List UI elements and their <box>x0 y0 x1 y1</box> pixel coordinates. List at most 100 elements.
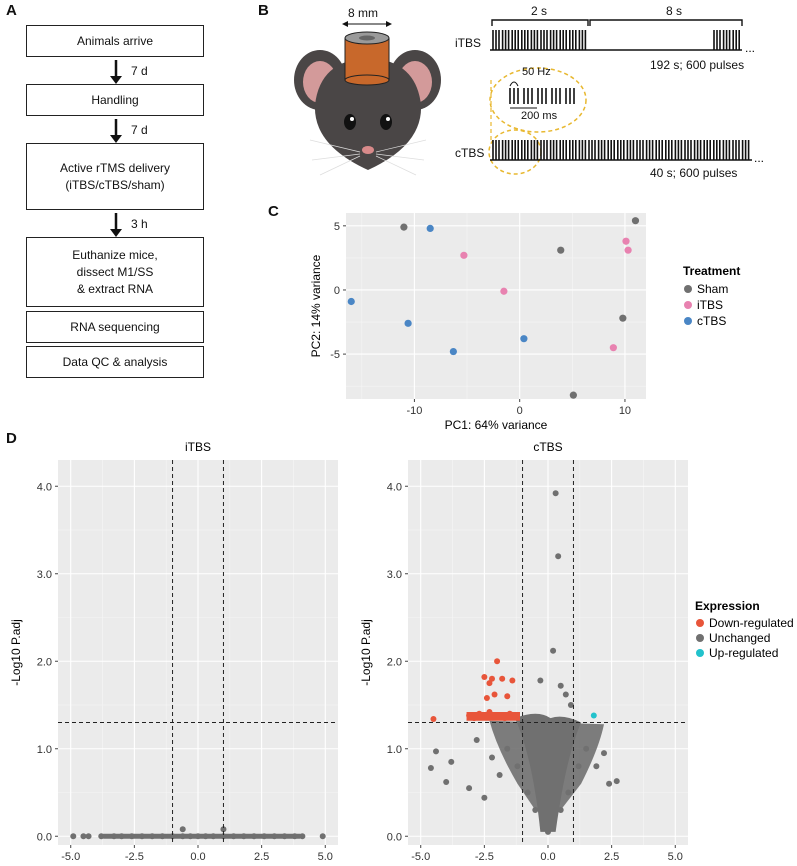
panel-label-a: A <box>6 2 17 19</box>
pca-point-itbs <box>624 246 632 254</box>
volcano-legend-label: Up-regulated <box>709 646 778 660</box>
ctbs-point-unchanged <box>496 772 503 778</box>
itbs-xtick-label: 2.5 <box>254 851 269 863</box>
ctbs-point-unchanged <box>601 750 607 757</box>
pca-point-sham <box>400 223 408 231</box>
itbs-point-unchanged <box>179 826 186 833</box>
ctbs-point-unchanged <box>567 702 574 708</box>
pca-point-sham <box>619 314 627 322</box>
inset-frequency: 50 Hz <box>522 66 551 78</box>
panel-label-c: C <box>268 203 279 220</box>
ctbs-point-down-regulated <box>430 716 437 722</box>
pca-xlabel: PC1: 64% variance <box>445 418 548 432</box>
itbs-ytick-label: 2.0 <box>37 656 52 668</box>
itbs-point-unchanged <box>70 833 77 840</box>
ctbs-points-band <box>489 720 604 810</box>
ctbs-point-down-regulated <box>481 674 488 680</box>
itbs-xlabel: Log2FC <box>177 864 220 866</box>
step-euthanize: Euthanize mice, dissect M1/SS & extract … <box>26 237 204 307</box>
ctbs-point-down-regulated <box>504 693 511 700</box>
pca-point-ctbs <box>404 319 412 327</box>
ctbs-title: cTBS <box>533 440 562 454</box>
pca-point-itbs <box>500 287 508 295</box>
itbs-xtick-label: 5.0 <box>318 851 333 863</box>
ctbs-point-unchanged <box>433 748 439 755</box>
ctbs-point-unchanged <box>448 758 455 765</box>
volcano-legend-swatch <box>696 649 704 657</box>
pca-legend-swatch <box>684 317 692 325</box>
panel-label-d: D <box>6 430 17 447</box>
ctbs-point-unchanged <box>473 737 480 743</box>
arrow-2-head <box>110 135 122 143</box>
volcano-legend-swatch <box>696 634 704 642</box>
ctbs-down-cluster <box>466 712 520 721</box>
volcano-plots: -5.0 -2.5 0.0 2.5 5.0 0.0 1.0 2.0 3.0 4.0 iTBS Log2… <box>9 440 794 866</box>
pca-point-itbs <box>460 251 468 259</box>
itbs-point-unchanged <box>80 833 87 840</box>
ctbs-point-unchanged <box>443 779 450 785</box>
pca-ytick-label: -5 <box>330 349 340 361</box>
ctbs-xtick-label: -5.0 <box>411 851 430 863</box>
itbs-label: iTBS <box>455 36 482 50</box>
interval-2: 7 d <box>131 123 148 137</box>
itbs-title: iTBS <box>185 440 211 454</box>
pca-ylabel: PC2: 14% variance <box>309 254 323 357</box>
itbs-ytick-label: 0.0 <box>37 831 52 843</box>
itbs-xtick-label: -2.5 <box>125 851 144 863</box>
itbs-ytick-label: 3.0 <box>37 569 52 581</box>
pca-point-itbs <box>609 344 617 352</box>
volcano-legend-swatch <box>696 619 704 627</box>
ctbs-point-unchanged <box>427 765 434 771</box>
itbs-point-unchanged <box>85 833 92 840</box>
itbs-point-unchanged <box>319 833 326 840</box>
volcano-legend-label: Down-regulated <box>709 616 794 630</box>
ctbs-xtick-label: 5.0 <box>668 851 683 863</box>
ctbs-ytick-label: 1.0 <box>387 744 402 756</box>
pca-point-ctbs <box>426 224 434 232</box>
volcano-legend-label: Unchanged <box>709 631 770 645</box>
interval-3: 3 h <box>131 217 148 231</box>
ctbs-point-unchanged <box>552 490 559 497</box>
ctbs-point-down-regulated <box>486 680 493 687</box>
arrow-1-head <box>110 76 122 84</box>
itbs-ylabel: -Log10 P.adj <box>9 619 23 686</box>
ctbs-ylabel: -Log10 P.adj <box>359 619 373 686</box>
itbs-ytick-label: 4.0 <box>37 481 52 493</box>
pca-point-sham <box>631 217 640 225</box>
panel-b-illustration: ... ... <box>294 19 764 176</box>
step-rna-sequencing: RNA sequencing <box>26 311 204 343</box>
pca-point-ctbs <box>347 297 355 306</box>
itbs-ytick-label: 1.0 <box>37 744 52 756</box>
pca-legend-swatch <box>684 285 692 293</box>
ctbs-point-down-regulated <box>491 691 498 698</box>
ctbs-point-down-regulated <box>494 658 501 665</box>
step-animals-arrive: Animals arrive <box>26 25 204 57</box>
ctbs-point-unchanged <box>537 677 544 684</box>
ctbs-xtick-label: 2.5 <box>604 851 619 863</box>
ctbs-summary: 40 s; 600 pulses <box>650 166 738 180</box>
ctbs-point-unchanged <box>557 682 564 689</box>
itbs-xtick-label: 0.0 <box>190 851 205 863</box>
coil-size-label: 8 mm <box>348 6 378 20</box>
ctbs-ytick-label: 3.0 <box>387 569 402 581</box>
ctbs-point-unchanged <box>466 785 473 792</box>
itbs-gap-bracket <box>589 19 743 26</box>
ctbs-point-unchanged <box>606 780 613 787</box>
pca-xtick-label: -10 <box>406 405 422 417</box>
inset-freq-brace <box>509 81 519 87</box>
ctbs-point-unchanged <box>613 778 620 785</box>
pca-xtick-label: 0 <box>517 405 523 417</box>
itbs-gap-duration: 8 s <box>666 4 683 18</box>
ctbs-point-unchanged <box>489 754 495 761</box>
inset-period: 200 ms <box>521 110 558 122</box>
pca-plot: -10 0 10 -5 0 5 PC1: 64% variance PC2: 14% vari… <box>309 213 740 432</box>
volcano-legend-title: Expression <box>695 599 760 613</box>
itbs-points-cloud <box>101 833 303 839</box>
ctbs-point-down-regulated <box>509 677 516 684</box>
ctbs-point-up-regulated <box>590 712 597 719</box>
mouse-illustration <box>294 50 441 176</box>
itbs-continue: ... <box>745 41 755 55</box>
pca-legend-label: Sham <box>697 282 728 296</box>
ctbs-point-unchanged <box>593 763 600 770</box>
step-handling: Handling <box>26 84 204 116</box>
